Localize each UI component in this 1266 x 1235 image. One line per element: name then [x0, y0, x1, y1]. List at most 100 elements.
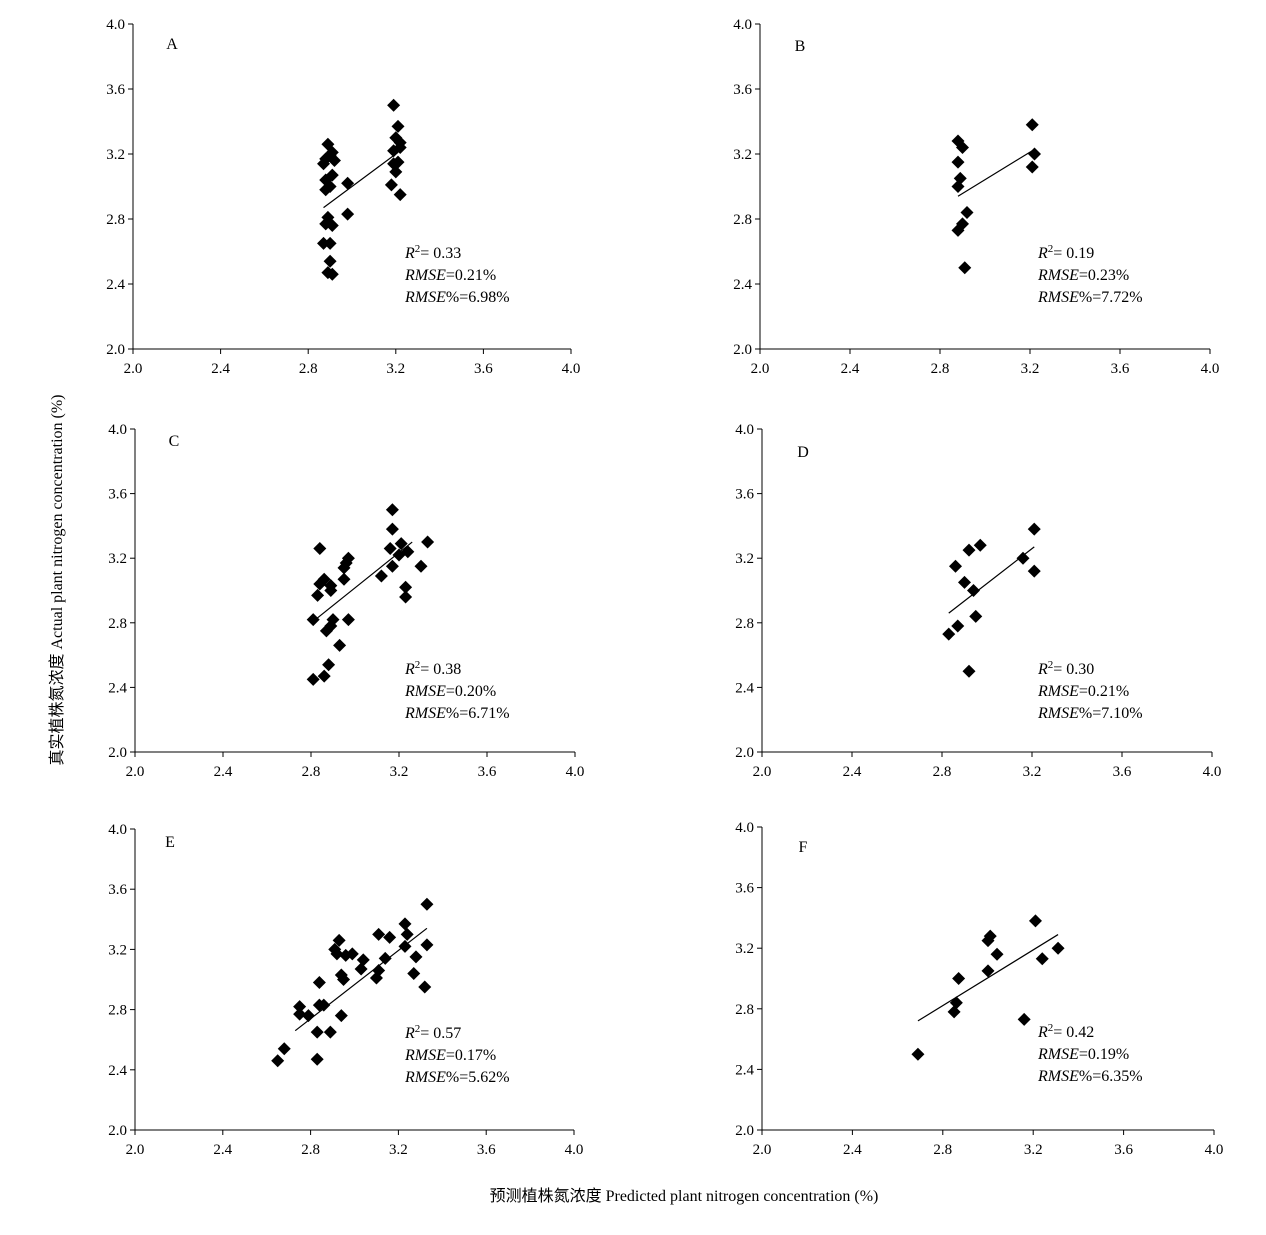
x-tick-label: 4.0 [565, 1142, 584, 1158]
data-point [420, 897, 434, 911]
y-tick-label: 3.2 [735, 551, 754, 567]
data-point [383, 542, 397, 556]
x-tick-label: 3.6 [1111, 361, 1130, 377]
x-tick-label: 2.4 [211, 361, 230, 377]
x-tick-label: 3.2 [389, 1142, 408, 1158]
rmse-percent-stat: RMSE%=6.71% [404, 705, 510, 722]
x-tick-label: 2.4 [214, 764, 233, 780]
rmse-stat: RMSE=0.20% [404, 683, 496, 700]
stats-block: R2= 0.30 RMSE=0.21% RMSE%=7.10% [1037, 659, 1143, 722]
y-tick-label: 3.2 [735, 941, 754, 957]
data-point [960, 206, 974, 219]
y-tick-label: 2.0 [735, 1123, 754, 1139]
data-point [393, 188, 407, 202]
y-tick-label: 4.0 [108, 822, 127, 838]
scatter-panel-c: 2.0 2.4 2.8 3.2 3.6 4.0 2.0 2.4 2.8 3.2 3.6 4.0 C R2=… [108, 422, 584, 780]
x-axis-title: 预测植株氮浓度 Predicted plant nitrogen concent… [490, 1187, 879, 1205]
data-point [951, 180, 965, 193]
x-tick-label: 2.4 [213, 1142, 232, 1158]
data-point [334, 1009, 348, 1023]
rmse-stat: RMSE=0.19% [1037, 1046, 1129, 1063]
x-tick-label: 4.0 [562, 361, 581, 377]
x-tick-label: 4.0 [1203, 764, 1222, 780]
data-point [385, 503, 399, 517]
rmse-percent-stat: RMSE%=7.72% [1037, 289, 1143, 306]
data-point [398, 939, 412, 953]
data-point [341, 176, 355, 190]
rmse-stat: RMSE=0.21% [404, 267, 496, 284]
y-tick-label: 3.6 [106, 82, 125, 98]
y-tick-label: 4.0 [106, 17, 125, 33]
data-point [323, 1025, 337, 1039]
data-point [319, 624, 333, 638]
stats-block: R2= 0.19 RMSE=0.23% RMSE%=7.72% [1037, 243, 1143, 306]
x-tick-label: 3.2 [1021, 361, 1040, 377]
scatter-panel-f: 2.0 2.4 2.8 3.2 3.6 4.0 2.0 2.4 2.8 3.2 3.6 4.0 F R2=… [735, 820, 1223, 1158]
data-point [310, 1025, 324, 1039]
data-point [958, 575, 971, 589]
x-tick-label: 2.8 [933, 1142, 952, 1158]
x-tick-label: 2.0 [753, 764, 772, 780]
y-axis-title: 真实植株氮浓度 Actual plant nitrogen concentrat… [48, 394, 66, 765]
x-tick-label: 4.0 [1205, 1142, 1224, 1158]
data-point [317, 669, 331, 683]
data-point [313, 542, 327, 556]
stats-block: R2= 0.33 RMSE=0.21% RMSE%=6.98% [404, 243, 510, 306]
data-point [409, 950, 423, 964]
data-point [384, 178, 398, 192]
data-point [332, 933, 346, 947]
data-point [293, 1000, 307, 1014]
data-point [341, 613, 355, 627]
y-tick-label: 2.8 [108, 1003, 127, 1019]
data-point [385, 522, 399, 536]
y-tick-label: 2.0 [735, 745, 754, 761]
y-tick-label: 3.6 [735, 487, 754, 503]
data-point [306, 672, 320, 686]
panel-letter: A [166, 36, 178, 53]
y-tick-label: 2.4 [735, 1062, 754, 1078]
y-tick-label: 3.2 [733, 147, 752, 163]
regression-line [957, 150, 1033, 197]
data-point [369, 971, 383, 985]
data-point [310, 1052, 324, 1066]
data-point [949, 996, 963, 1010]
panel-letter: B [795, 38, 806, 55]
data-point [420, 938, 434, 952]
data-point [333, 638, 347, 652]
data-point [317, 157, 331, 171]
y-tick-label: 2.0 [733, 342, 752, 358]
data-point [1025, 160, 1039, 174]
panel-letter: F [799, 839, 808, 856]
y-tick-label: 2.4 [733, 277, 752, 293]
data-point [990, 947, 1004, 961]
data-point [312, 976, 326, 990]
data-point [337, 572, 351, 586]
data-point [418, 980, 432, 994]
data-point [317, 236, 331, 250]
data-point [311, 588, 325, 602]
data-point [383, 930, 397, 944]
y-tick-label: 3.2 [108, 551, 127, 567]
data-point [387, 98, 401, 112]
data-point [313, 577, 327, 591]
data-point [389, 165, 403, 179]
x-tick-label: 2.0 [124, 361, 143, 377]
data-point [356, 953, 370, 967]
data-point [319, 183, 333, 197]
data-point [1017, 1012, 1031, 1026]
y-tick-label: 2.8 [106, 212, 125, 228]
y-tick-label: 2.0 [108, 745, 127, 761]
data-point [341, 207, 355, 221]
stats-block: R2= 0.57 RMSE=0.17% RMSE%=5.62% [404, 1023, 510, 1086]
data-point [378, 951, 392, 965]
data-point [398, 917, 412, 931]
rmse-stat: RMSE=0.23% [1037, 267, 1129, 284]
data-point [962, 543, 976, 557]
data-point [323, 236, 337, 250]
data-point [372, 927, 386, 941]
x-tick-label: 2.8 [301, 1142, 320, 1158]
panel-letter: D [797, 444, 809, 461]
x-tick-label: 2.0 [751, 361, 770, 377]
data-point [969, 609, 983, 623]
regression-line [917, 934, 1059, 1022]
